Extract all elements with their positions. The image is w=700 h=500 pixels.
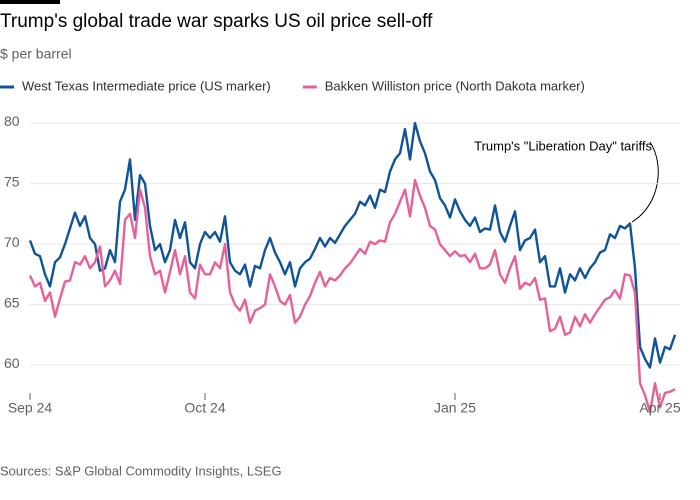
- line-series: [28, 121, 677, 369]
- chart-title: Trump's global trade war sparks US oil p…: [0, 11, 433, 32]
- chart-subtitle: $ per barrel: [0, 46, 72, 62]
- y-tick-label: 65: [4, 294, 20, 310]
- legend-label: Bakken Williston price (North Dakota mar…: [325, 78, 585, 93]
- annotation: Trump's "Liberation Day" tariffs: [474, 138, 652, 153]
- x-tick-label: Apr 25: [639, 400, 680, 416]
- y-tick-label: 70: [4, 234, 20, 250]
- y-tick-label: 75: [4, 173, 20, 189]
- y-tick-label: 80: [4, 113, 20, 129]
- source: Sources: S&P Global Commodity Insights, …: [0, 463, 282, 478]
- x-tick-label: Jan 25: [434, 400, 476, 416]
- x-tick-label: Oct 24: [184, 400, 225, 416]
- annotation-arrow: [631, 141, 659, 223]
- line-series: [28, 178, 676, 414]
- title-bar: [0, 0, 60, 4]
- y-tick-label: 60: [4, 355, 20, 371]
- x-tick-label: Sep 24: [8, 400, 53, 416]
- legend-label: West Texas Intermediate price (US marker…: [22, 78, 271, 93]
